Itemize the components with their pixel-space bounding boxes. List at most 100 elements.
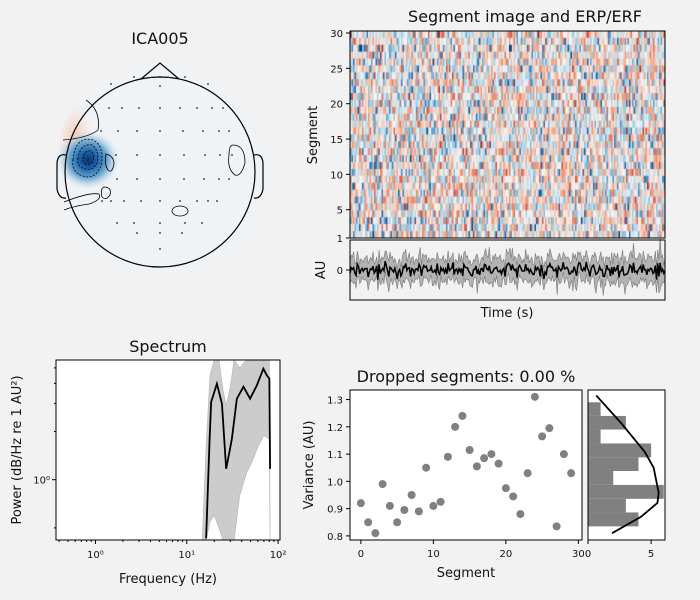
sensor-dot [218, 178, 220, 180]
scatter-title: Dropped segments: 0.00 % [357, 367, 576, 386]
topomap [53, 62, 267, 279]
scatter-ytick-label: 0.9 [327, 505, 343, 516]
scatter-point [356, 499, 365, 508]
histogram-bar [588, 512, 639, 527]
sensor-dot [201, 222, 203, 224]
hist-xtick-label: 0 [585, 549, 591, 560]
scatter-axes-frame [349, 389, 583, 541]
sensor-dot [182, 130, 184, 132]
scatter-point [385, 501, 394, 510]
scatter-xtick-label: 0 [358, 549, 364, 560]
scatter-point [407, 491, 416, 499]
spectrum-title: Spectrum [129, 337, 207, 356]
sensor-dot [184, 222, 186, 224]
image-ytick-label: 30 [330, 29, 343, 40]
scatter-point [393, 518, 402, 527]
scatter-point [400, 506, 409, 514]
image-ylabel: Segment [306, 106, 321, 165]
scatter-point [494, 459, 503, 468]
spectrum-xtick-label: 10⁰ [87, 550, 104, 561]
sensor-dot [159, 200, 161, 202]
erp-plot [349, 235, 666, 296]
kde-curve [595, 394, 660, 534]
sensor-dot [218, 130, 220, 132]
image-ytick-label: 15 [330, 135, 343, 146]
sensor-dot [136, 130, 138, 132]
sensor-dot [159, 178, 161, 180]
image-ytick-label: 25 [330, 64, 343, 75]
scatter-ytick-label: 0.8 [327, 532, 343, 543]
sensor-dot [204, 154, 206, 156]
sensor-dot [159, 154, 161, 156]
scatter-point [530, 392, 539, 401]
scatter-point [436, 497, 445, 506]
sensor-dot [219, 154, 221, 156]
sensor-dot [196, 200, 198, 202]
sensor-dot [133, 222, 135, 224]
contour-line [171, 205, 189, 217]
scatter-point [487, 450, 496, 459]
sensor-dot [159, 222, 161, 224]
scatter-point [552, 522, 561, 531]
sensor-dot [159, 130, 161, 132]
sensor-dot [216, 200, 218, 202]
sensor-dot [159, 248, 161, 250]
spectrum-xtick-label: 10¹ [178, 550, 195, 561]
sensor-dot [121, 107, 123, 109]
head-outline [64, 76, 256, 268]
sensor-dot [123, 200, 125, 202]
erp-mean-line [349, 260, 666, 280]
sensor-dot [117, 130, 119, 132]
sensor-markers [100, 76, 233, 250]
sensor-dot [222, 107, 224, 109]
sensor-dot [116, 178, 118, 180]
contour-line [72, 139, 103, 178]
contour-line [104, 153, 115, 172]
image-title: Segment image and ERP/ERF [408, 7, 642, 26]
histogram-bar [588, 429, 601, 444]
scatter-point [567, 469, 576, 478]
sensor-dot [133, 76, 135, 78]
histogram-bar [588, 457, 639, 471]
sensor-dot [184, 76, 186, 78]
scatter-ytick-label: 1.3 [327, 396, 343, 407]
image-axes-frame [349, 30, 666, 239]
contour-line [77, 144, 99, 170]
scatter-xtick-label: 20 [500, 549, 513, 560]
sensor-dot [231, 154, 233, 156]
spectrum-xlabel: Frequency (Hz) [119, 572, 217, 587]
sensor-dot [138, 107, 140, 109]
left-ear-outline [56, 154, 67, 199]
scatter-ylabel: Variance (AU) [302, 421, 317, 510]
contour-line [100, 186, 111, 199]
histogram-bar [588, 484, 664, 499]
scatter-point [480, 454, 489, 463]
contour-line [63, 193, 100, 211]
contour-line [62, 99, 99, 141]
sensor-dot [179, 200, 181, 202]
scatter-point [538, 432, 547, 441]
sensor-dot [196, 107, 198, 109]
scatter-point [545, 424, 554, 433]
sensor-dot [108, 107, 110, 109]
scatter-point [422, 463, 431, 472]
scatter-ytick-label: 1.0 [327, 477, 343, 488]
right-ear-outline [253, 154, 264, 199]
histogram-bar [588, 415, 626, 430]
sensor-dot [110, 83, 112, 85]
scatter-point [509, 492, 518, 501]
spectrum-mean-line [205, 366, 271, 539]
hist-xtick-label: 5 [648, 549, 654, 560]
topomap-title: ICA005 [131, 29, 188, 48]
histogram-bar [588, 443, 652, 458]
scatter-point [451, 422, 460, 431]
scatter-xlabel: Segment [437, 566, 496, 581]
spectrum-axes-frame [55, 359, 281, 541]
image-ytick-label: 1 [337, 234, 343, 245]
scatter-point [371, 529, 380, 538]
scatter-point [472, 462, 481, 471]
histogram-bar [588, 402, 601, 416]
sensor-dot [116, 222, 118, 224]
image-ytick-label: 20 [330, 100, 343, 111]
sensor-dot [140, 200, 142, 202]
